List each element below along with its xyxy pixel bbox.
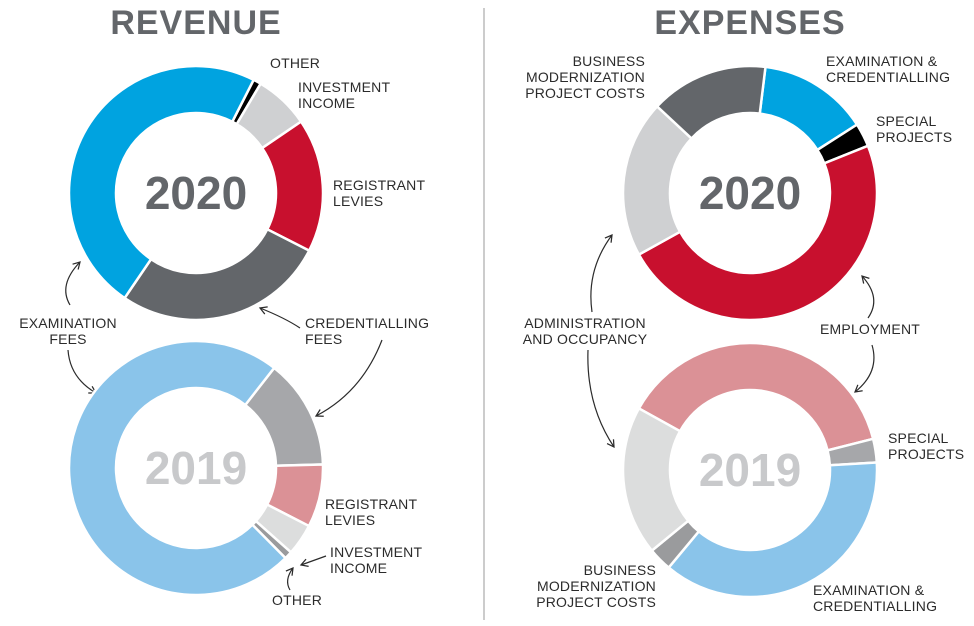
segment-label: EXAMINATION & CREDENTIALLING — [813, 582, 938, 614]
section-heading: EXPENSES — [654, 4, 846, 42]
donut-segment — [637, 341, 875, 452]
segment-label: INVESTMENT INCOME — [330, 544, 422, 576]
segment-label: OTHER — [270, 55, 320, 71]
donut-segment — [637, 144, 879, 322]
segment-label: BUSINESS MODERNIZATION PROJECT COSTS — [525, 53, 645, 101]
segment-label: OTHER — [272, 592, 322, 608]
segment-label: BUSINESS MODERNIZATION PROJECT COSTS — [536, 562, 656, 610]
segment-label: EMPLOYMENT — [820, 321, 921, 337]
segment-label: INVESTMENT INCOME — [298, 79, 390, 111]
donut-segment — [67, 339, 288, 597]
segment-label: EXAMINATION FEES — [19, 315, 117, 347]
segment-label: ADMINISTRATION AND OCCUPANCY — [522, 315, 648, 347]
donut-segment — [666, 461, 879, 599]
center-label: 2019 — [698, 444, 802, 496]
segment-label: REGISTRANT LEVIES — [333, 177, 425, 209]
arrow — [65, 261, 81, 306]
donut-segment — [621, 406, 690, 553]
arrow — [861, 275, 875, 319]
center-label: 2020 — [698, 167, 802, 219]
arrow — [590, 233, 613, 313]
arrow — [258, 306, 301, 329]
center-label: 2020 — [144, 167, 248, 219]
arrow — [854, 344, 875, 393]
section-heading: REVENUE — [110, 4, 282, 42]
arrow — [314, 339, 383, 417]
donut-segment — [655, 64, 767, 141]
segment-label: CREDENTIALLING FEES — [305, 315, 430, 347]
segment-label: SPECIAL PROJECTS — [876, 113, 953, 145]
arrow — [587, 349, 615, 449]
segment-label: REGISTRANT LEVIES — [325, 496, 417, 528]
segment-label: EXAMINATION & CREDENTIALLING — [826, 53, 951, 85]
donut-segment — [122, 227, 311, 322]
segment-label: SPECIAL PROJECTS — [888, 430, 965, 462]
arrow — [67, 349, 98, 394]
arrows — [65, 233, 875, 591]
arrow — [285, 566, 294, 591]
center-label: 2019 — [144, 442, 248, 494]
arrow — [299, 555, 327, 567]
donut-segment — [67, 64, 256, 300]
